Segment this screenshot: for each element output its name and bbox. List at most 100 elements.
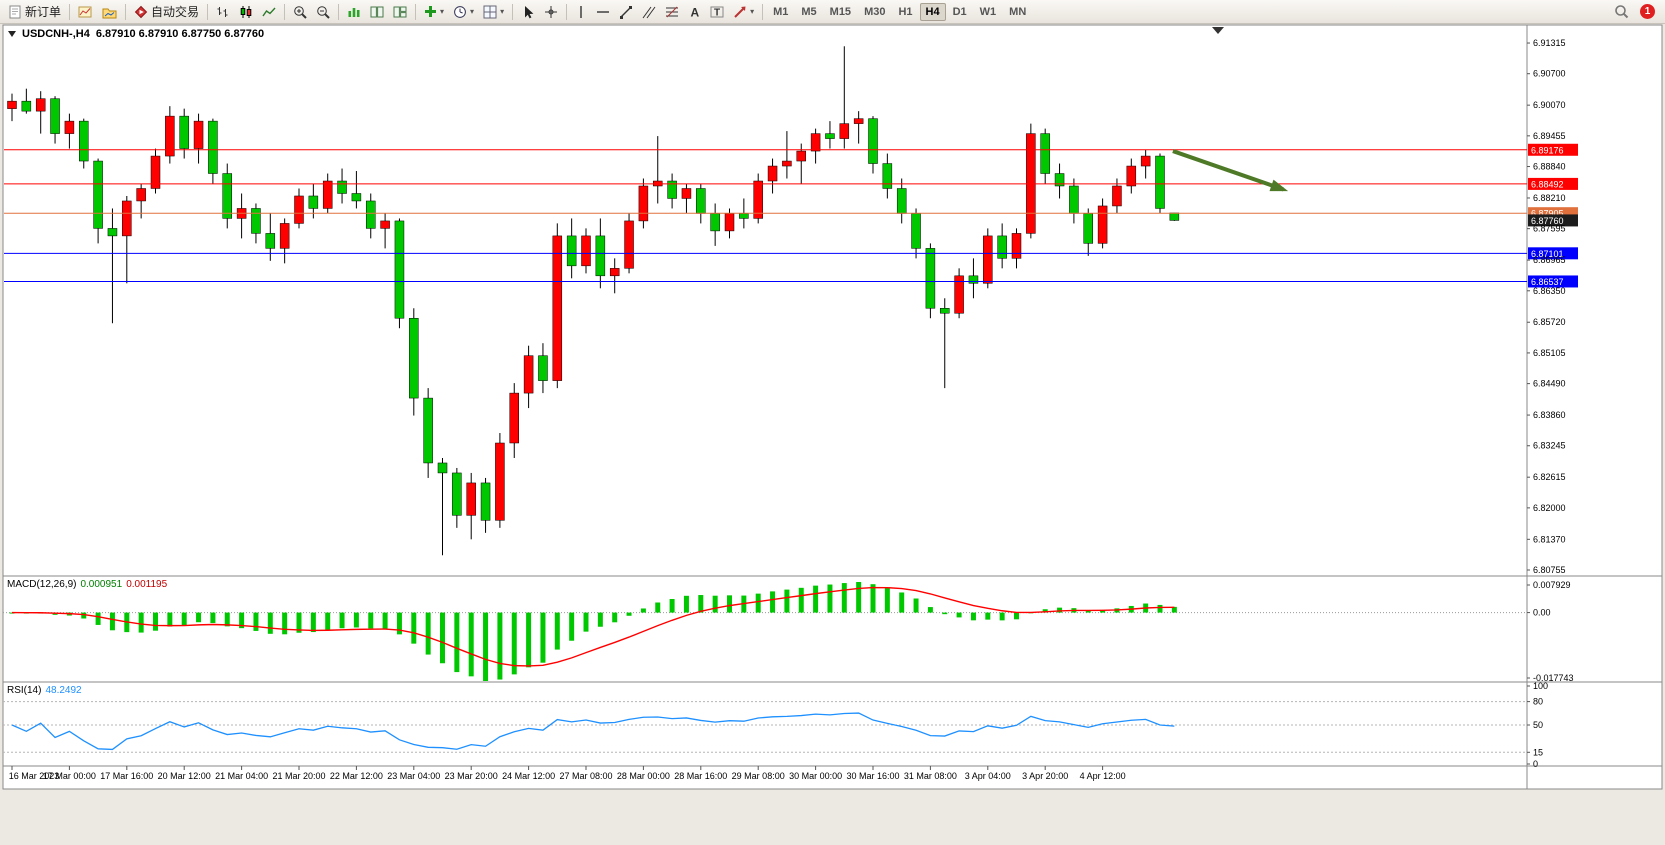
svg-text:6.87595: 6.87595 [1533,224,1566,234]
template-button[interactable]: ▾ [479,2,508,22]
rsi-indicator-label: RSI(14) 48.2492 [7,685,82,696]
svg-text:3 Apr 04:00: 3 Apr 04:00 [965,771,1011,781]
profiles-button[interactable] [98,2,121,22]
svg-text:24 Mar 12:00: 24 Mar 12:00 [502,771,555,781]
toolbar-separator [762,3,764,20]
svg-text:6.81370: 6.81370 [1533,534,1566,544]
level-price-tag [1528,177,1578,190]
toolbar-right-group: 1 [1610,2,1661,22]
auto-trading-label: 自动交易 [151,5,200,19]
fibonacci-tool-button[interactable] [661,2,683,22]
toolbar-separator [338,3,340,20]
svg-text:16 Mar 2023: 16 Mar 2023 [9,771,60,781]
toolbar: 新订单 自动交易 [0,0,1665,24]
line-chart-icon [262,7,276,16]
cursor-arrow-icon [525,5,534,18]
timeframe-m30-button[interactable]: M30 [858,3,891,21]
svg-text:6.89176: 6.89176 [1531,145,1564,155]
timeframe-d1-button[interactable]: D1 [947,3,973,21]
indicator-window-button[interactable] [343,2,365,22]
bar-chart-icon [217,6,228,17]
svg-text:3 Apr 20:00: 3 Apr 20:00 [1022,771,1068,781]
horizontal-line-tool-button[interactable] [592,2,614,22]
text-icon: A [691,5,700,19]
svg-text:30 Mar 16:00: 30 Mar 16:00 [846,771,899,781]
svg-text:6.90700: 6.90700 [1533,69,1566,79]
level-price-tag [1528,275,1578,288]
svg-text:29 Mar 08:00: 29 Mar 08:00 [732,771,785,781]
chart-title: USDCNH-,H4 6.87910 6.87910 6.87750 6.877… [8,28,264,40]
svg-text:6.87905: 6.87905 [1531,209,1564,219]
line-chart-mode-button[interactable] [258,2,280,22]
candlestick-icon [240,5,252,18]
cursor-tool-button[interactable] [517,2,539,22]
dropdown-caret-icon: ▾ [470,6,475,16]
timeframe-m15-button[interactable]: M15 [824,3,857,21]
svg-text:30 Mar 00:00: 30 Mar 00:00 [789,771,842,781]
svg-text:6.80755: 6.80755 [1533,565,1566,575]
timeframe-m1-button[interactable]: M1 [767,3,794,21]
timeframe-w1-button[interactable]: W1 [974,3,1003,21]
svg-text:31 Mar 08:00: 31 Mar 08:00 [904,771,957,781]
label-tool-button[interactable]: T [706,2,728,22]
cascade-windows-icon [393,6,407,17]
new-chart-icon [78,6,92,17]
rsi-axis-tick: 15 [1533,747,1543,757]
svg-text:6.91315: 6.91315 [1533,38,1566,48]
crosshair-tool-button[interactable] [540,2,562,22]
channel-tool-button[interactable] [638,2,660,22]
new-order-button[interactable]: 新订单 [4,2,65,22]
current-price-tag [1528,214,1578,227]
bar-chart-mode-button[interactable] [212,2,234,22]
svg-text:22 Mar 12:00: 22 Mar 12:00 [330,771,383,781]
notification-badge[interactable]: 1 [1640,4,1655,19]
timeframe-h4-button[interactable]: H4 [919,2,946,21]
dropdown-caret-icon: ▾ [440,6,445,16]
search-button[interactable] [1610,2,1633,22]
text-tool-button[interactable]: A [684,2,705,22]
svg-text:6.86537: 6.86537 [1531,277,1564,287]
collapse-triangle-icon[interactable] [8,31,16,37]
svg-text:6.86965: 6.86965 [1533,255,1566,265]
macd-axis-tick: 0.007929 [1533,580,1571,590]
chart-shift-marker-icon[interactable] [1212,27,1224,34]
period-button[interactable]: ▾ [449,2,478,22]
chart-window [2,24,1663,790]
cascade-windows-button[interactable] [389,2,411,22]
trendline-tool-button[interactable] [615,2,637,22]
macd-axis-tick: 0.00 [1533,608,1551,618]
timeframe-mn-button[interactable]: MN [1003,3,1032,21]
trend-arrow-annotation[interactable] [1172,149,1289,192]
svg-text:A: A [691,5,700,19]
add-indicator-button[interactable]: ▾ [420,2,448,22]
vertical-line-tool-button[interactable] [571,2,591,22]
tile-windows-button[interactable] [366,2,388,22]
svg-text:28 Mar 16:00: 28 Mar 16:00 [674,771,727,781]
zoom-out-button[interactable] [312,2,334,22]
svg-text:23 Mar 20:00: 23 Mar 20:00 [445,771,498,781]
zoom-in-button[interactable] [289,2,311,22]
rsi-axis-tick: 100 [1533,681,1548,691]
macd-indicator-label: MACD(12,26,9) 0.000951 0.001195 [7,579,167,590]
new-order-label: 新订单 [25,5,62,19]
candlestick-mode-button[interactable] [235,2,257,22]
timeframe-m5-button[interactable]: M5 [795,3,822,21]
macd-axis-tick: -0.017743 [1533,673,1574,683]
svg-text:21 Mar 04:00: 21 Mar 04:00 [215,771,268,781]
clock-icon [454,5,466,18]
svg-text:6.89455: 6.89455 [1533,131,1566,141]
toolbar-separator [69,3,71,20]
arrows-tool-button[interactable]: ▾ [729,2,758,22]
svg-text:6.90070: 6.90070 [1533,100,1566,110]
auto-trading-button[interactable]: 自动交易 [130,2,203,22]
svg-text:4 Apr 12:00: 4 Apr 12:00 [1080,771,1126,781]
toolbar-separator [415,3,417,20]
macd-name: MACD(12,26,9) [7,579,77,590]
timeframe-h1-button[interactable]: H1 [892,3,918,21]
svg-text:6.84490: 6.84490 [1533,379,1566,389]
macd-main-value: 0.000951 [80,579,123,590]
rsi-line [11,712,1175,751]
new-chart-button[interactable] [74,2,97,22]
